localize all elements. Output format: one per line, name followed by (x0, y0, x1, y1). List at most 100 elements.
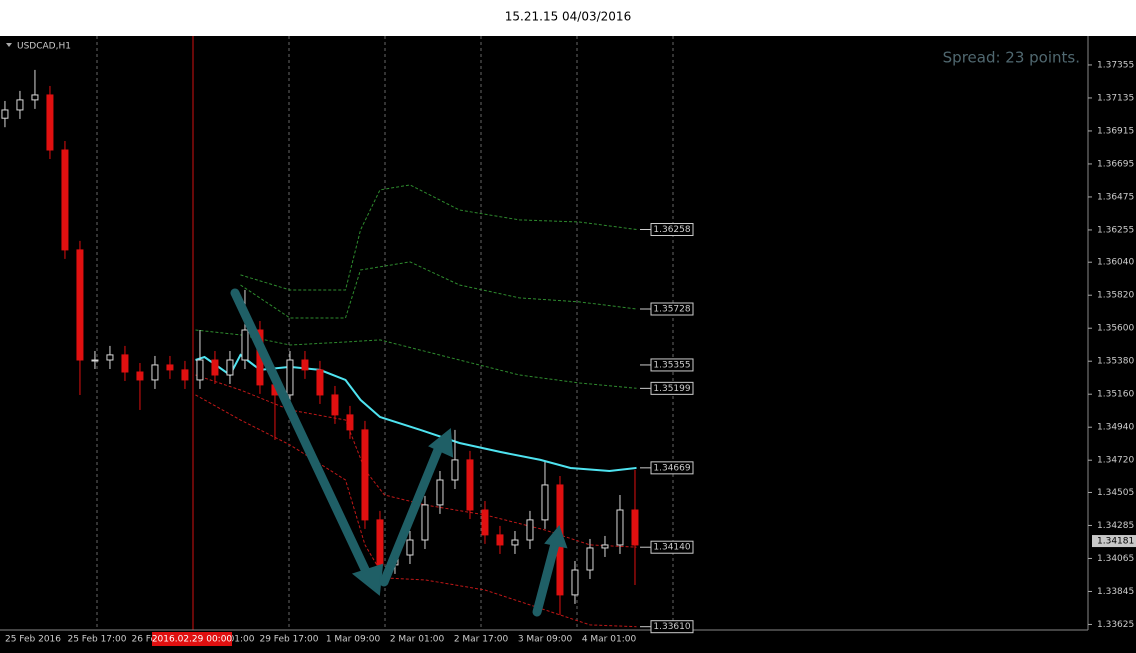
header (0, 0, 1136, 36)
candle-body (1, 109, 9, 119)
level-box (650, 381, 694, 395)
level-box (650, 620, 694, 634)
y-tick-label: 1.36915 (1097, 126, 1134, 136)
x-tick-label: 29 Feb 17:00 (259, 635, 318, 645)
y-tick-label: 1.36040 (1097, 258, 1134, 268)
indicator-line (195, 353, 637, 473)
candle-body (151, 364, 159, 381)
indicator-line (240, 184, 637, 291)
y-tick-label: 1.35600 (1097, 324, 1134, 334)
candle-body (376, 519, 384, 566)
x-tick-label: 2 Mar 17:00 (454, 635, 509, 645)
arrow-down (230, 288, 375, 585)
y-tick-label: 1.34940 (1097, 423, 1134, 433)
candle-body (241, 329, 249, 361)
level-box (650, 540, 694, 554)
arrow-up (379, 440, 445, 587)
level-label: 1.35355 (653, 360, 690, 370)
candle-body (436, 479, 444, 506)
candle-body (526, 519, 534, 541)
y-tick-label: 1.37135 (1097, 93, 1134, 103)
current-price-label: 1.34181 (1097, 537, 1134, 547)
candle-body (166, 364, 174, 371)
level-box (650, 302, 694, 316)
candle-body (286, 359, 294, 396)
candle-body (91, 359, 99, 362)
x-tick-label: 25 Feb 17:00 (67, 635, 126, 645)
candle-body (631, 509, 639, 546)
marker-label-box (152, 632, 232, 646)
arrow-up (532, 535, 561, 617)
y-tick-label: 1.34505 (1097, 488, 1134, 498)
annotation-arrows (230, 288, 568, 617)
candle-body (616, 509, 624, 546)
candle-body (106, 354, 114, 361)
chart-title: 15.21.15 04/03/2016 (505, 10, 631, 24)
candle-body (331, 394, 339, 416)
candle-body (316, 369, 324, 396)
plot-background (0, 36, 1136, 653)
level-label: 1.36258 (653, 225, 690, 235)
candle-body (226, 359, 234, 376)
candle-body (406, 539, 414, 556)
x-tick-label: 1 Mar 09:00 (326, 635, 381, 645)
y-tick-label: 1.36255 (1097, 225, 1134, 235)
candle-body (16, 99, 24, 111)
arrow-head (428, 428, 454, 458)
menu-arrow[interactable] (6, 43, 12, 47)
y-tick-label: 1.34285 (1097, 521, 1134, 531)
candle-body (361, 429, 369, 521)
candle-body (61, 149, 69, 251)
candle-body (181, 369, 189, 381)
y-tick-label: 1.36695 (1097, 159, 1134, 169)
candle-body (511, 539, 519, 546)
y-tick-label: 1.35160 (1097, 390, 1134, 400)
candle-body (451, 459, 459, 481)
y-tick-label: 1.33845 (1097, 587, 1134, 597)
level-label: 1.34669 (653, 463, 690, 473)
y-tick-label: 1.37355 (1097, 60, 1134, 70)
arrow-head (544, 524, 568, 549)
symbol-label: USDCAD,H1 (17, 42, 71, 52)
y-tick-label: 1.33625 (1097, 620, 1134, 630)
y-tick-label: 1.35380 (1097, 357, 1134, 367)
candle-body (346, 414, 354, 431)
x-tick-label: 2 Mar 01:00 (390, 635, 445, 645)
current-price-box (1092, 535, 1136, 548)
candle-body (481, 509, 489, 536)
candle-body (421, 504, 429, 541)
x-tick-label: 4 Mar 01:00 (582, 635, 637, 645)
indicator-line (240, 261, 637, 319)
candle-body (136, 371, 144, 381)
candle-body (541, 484, 549, 521)
candle-body (46, 94, 54, 151)
x-tick-label: 25 Feb 2016 (5, 635, 61, 645)
level-label: 1.33610 (653, 622, 690, 632)
candle-body (466, 459, 474, 511)
y-tick-label: 1.36475 (1097, 192, 1134, 202)
candle-body (196, 359, 204, 381)
spread-label: Spread: 23 points. (943, 49, 1080, 67)
y-tick-label: 1.34720 (1097, 456, 1134, 466)
y-tick-label: 1.35820 (1097, 291, 1134, 301)
candle-body (496, 534, 504, 546)
level-label: 1.35199 (653, 384, 690, 394)
candle-body (571, 569, 579, 596)
level-box (650, 223, 694, 236)
level-label: 1.35728 (653, 305, 690, 315)
candle-body (31, 94, 39, 101)
candle-body (601, 544, 609, 549)
candle-body (586, 547, 594, 571)
level-box (650, 461, 694, 475)
candle-body (301, 359, 309, 371)
candle-body (76, 249, 84, 361)
x-tick-label: 3 Mar 09:00 (518, 635, 573, 645)
candle-body (211, 359, 219, 376)
candle-body (121, 354, 129, 373)
level-label: 1.34140 (653, 543, 690, 553)
y-tick-label: 1.34065 (1097, 554, 1134, 564)
marker-label: 2016.02.29 00:00 (152, 635, 233, 645)
level-box (650, 358, 694, 372)
